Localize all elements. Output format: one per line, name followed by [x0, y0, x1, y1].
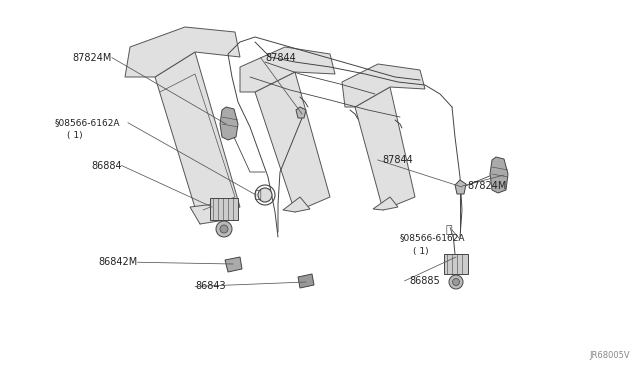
Polygon shape: [373, 197, 398, 210]
Text: Ⓢ: Ⓢ: [255, 190, 261, 200]
Text: §08566-6162A: §08566-6162A: [54, 118, 120, 127]
Text: JR68005V: JR68005V: [589, 351, 630, 360]
Text: 86884: 86884: [91, 161, 122, 170]
Text: 87824M: 87824M: [467, 181, 507, 191]
Polygon shape: [342, 64, 425, 107]
Text: 87844: 87844: [266, 53, 296, 62]
Text: 86885: 86885: [410, 276, 440, 286]
Polygon shape: [298, 274, 314, 288]
Polygon shape: [490, 157, 508, 193]
FancyBboxPatch shape: [210, 198, 238, 220]
Text: ( 1): ( 1): [67, 131, 83, 140]
Polygon shape: [255, 72, 330, 212]
Polygon shape: [296, 107, 306, 118]
Circle shape: [449, 275, 463, 289]
Text: ( 1): ( 1): [413, 247, 428, 256]
Polygon shape: [225, 257, 242, 272]
Text: §08566-6162A: §08566-6162A: [400, 234, 465, 243]
Circle shape: [216, 221, 232, 237]
Polygon shape: [190, 204, 225, 224]
Circle shape: [220, 225, 228, 233]
FancyBboxPatch shape: [444, 254, 468, 274]
Text: 86842M: 86842M: [99, 257, 138, 267]
Text: 87844: 87844: [383, 155, 413, 165]
Polygon shape: [283, 197, 310, 212]
Text: 86843: 86843: [195, 282, 226, 291]
Circle shape: [258, 188, 272, 202]
Polygon shape: [125, 27, 240, 77]
Polygon shape: [455, 180, 466, 194]
Polygon shape: [355, 87, 415, 210]
Text: Ⓢ: Ⓢ: [445, 225, 452, 235]
Polygon shape: [240, 47, 335, 92]
Circle shape: [452, 279, 460, 285]
Polygon shape: [220, 107, 238, 140]
Polygon shape: [155, 52, 240, 224]
Text: 87824M: 87824M: [72, 53, 112, 62]
